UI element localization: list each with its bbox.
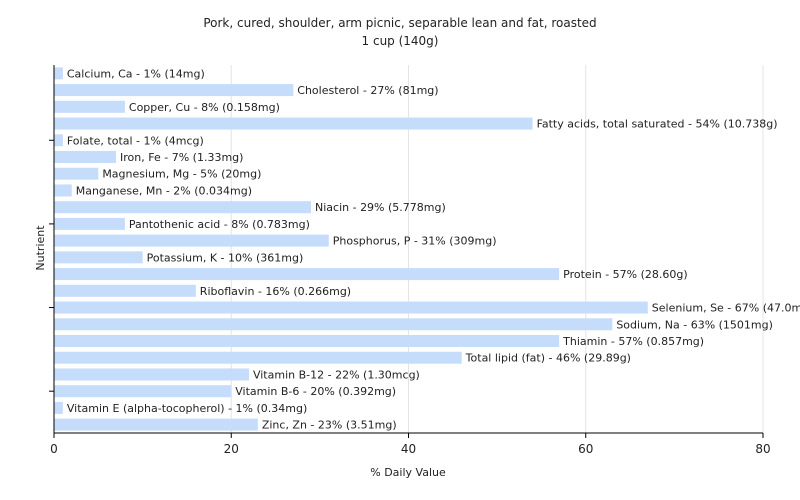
x-tick-label: 20: [224, 442, 239, 456]
bar: [54, 251, 143, 264]
bar: [54, 368, 249, 381]
bar: [54, 418, 258, 431]
bar-label: Manganese, Mn - 2% (0.034mg): [76, 184, 252, 197]
bar: [54, 284, 196, 297]
bar-label: Magnesium, Mg - 5% (20mg): [102, 168, 261, 181]
chart-subtitle: 1 cup (140g): [362, 34, 439, 48]
bar: [54, 201, 312, 214]
bars: Calcium, Ca - 1% (14mg) Cholesterol - 27%…: [54, 67, 800, 432]
bar-label: Pantothenic acid - 8% (0.783mg): [129, 218, 310, 231]
axes: 0 20 40 60 80: [49, 65, 771, 456]
bar: [54, 301, 648, 314]
bar-label: Cholesterol - 27% (81mg): [297, 84, 438, 97]
bar: [54, 401, 63, 414]
bar-label: Folate, total - 1% (4mcg): [67, 134, 204, 147]
x-tick-label: 0: [50, 442, 58, 456]
bar: [54, 117, 533, 130]
bar: [54, 385, 232, 398]
bar: [54, 67, 63, 80]
bar: [54, 217, 125, 230]
bar: [54, 351, 462, 364]
bar-label: Zinc, Zn - 23% (3.51mg): [262, 419, 397, 432]
x-axis-title: % Daily Value: [370, 466, 446, 479]
x-tick-label: 40: [401, 442, 416, 456]
bar-label: Copper, Cu - 8% (0.158mg): [129, 101, 280, 114]
bar-label: Total lipid (fat) - 46% (29.89g): [465, 352, 631, 365]
bar-label: Iron, Fe - 7% (1.33mg): [120, 151, 243, 164]
bar-label: Riboflavin - 16% (0.266mg): [200, 285, 351, 298]
bar: [54, 167, 99, 180]
bar: [54, 134, 63, 147]
bar-label: Fatty acids, total saturated - 54% (10.7…: [537, 118, 778, 131]
x-tick-label: 60: [578, 442, 593, 456]
bar: [54, 234, 329, 247]
bar: [54, 268, 560, 281]
bar-label: Vitamin B-6 - 20% (0.392mg): [235, 385, 396, 398]
bar: [54, 184, 72, 197]
bar-label: Selenium, Se - 67% (47.0mcg): [652, 302, 800, 315]
bar: [54, 84, 294, 97]
bar: [54, 335, 560, 347]
y-axis-title: Nutrient: [34, 225, 47, 271]
bar-label: Thiamin - 57% (0.857mg): [562, 335, 704, 348]
bar-label: Vitamin E (alpha-tocopherol) - 1% (0.34m…: [67, 402, 307, 415]
bar-label: Potassium, K - 10% (361mg): [147, 251, 304, 264]
bar-label: Sodium, Na - 63% (1501mg): [616, 318, 773, 331]
bar: [54, 151, 117, 163]
x-tick-label: 80: [755, 442, 770, 456]
bar-label: Phosphorus, P - 31% (309mg): [333, 235, 497, 248]
bar: [54, 318, 613, 331]
bar-label: Calcium, Ca - 1% (14mg): [67, 67, 205, 80]
bar-label: Niacin - 29% (5.778mg): [315, 201, 446, 214]
bar-label: Protein - 57% (28.60g): [563, 268, 688, 281]
bar: [54, 100, 125, 113]
chart-title: Pork, cured, shoulder, arm picnic, separ…: [203, 16, 596, 30]
bar-label: Vitamin B-12 - 22% (1.30mcg): [253, 368, 420, 381]
